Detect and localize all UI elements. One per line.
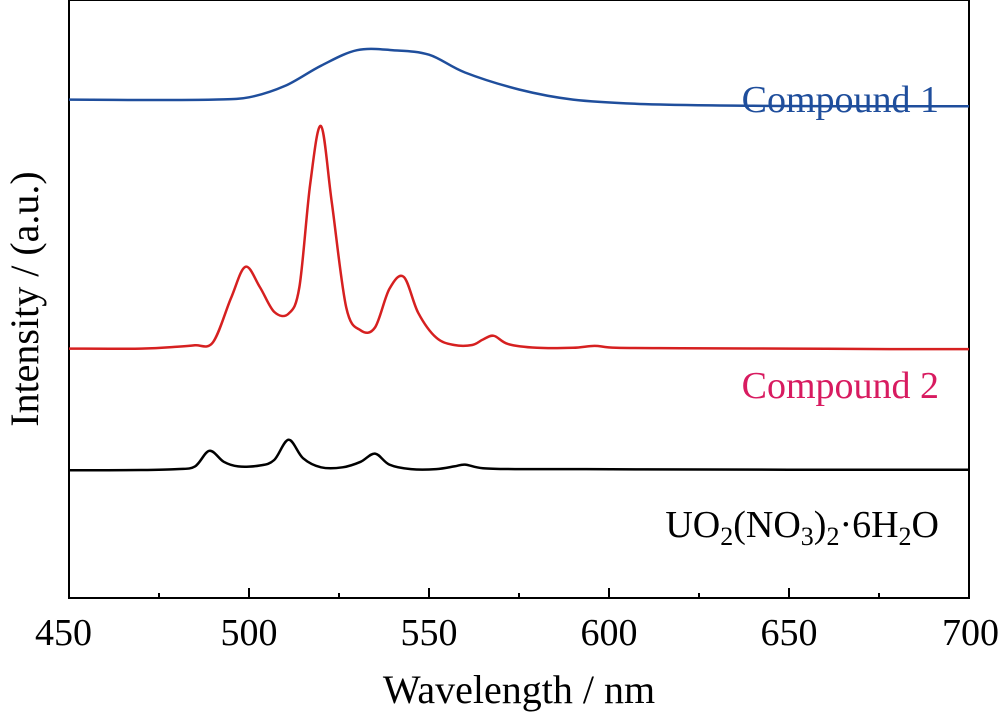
x-tick-label: 550 <box>401 612 458 654</box>
series-label-compound-2: Compound 2 <box>742 365 939 407</box>
x-tick-label: 600 <box>581 612 638 654</box>
series-layer <box>68 47 970 472</box>
x-tick-label: 700 <box>942 612 999 654</box>
x-tick-label: 500 <box>221 612 278 654</box>
series-labels: Compound 1 Compound 2 UO2(NO3)2·6H2O <box>665 79 939 551</box>
x-tick-label: 450 <box>35 612 92 654</box>
series-line-uranyl-nitrate <box>68 438 970 472</box>
series-label-compound-1: Compound 1 <box>742 79 939 121</box>
series-line-compound-1 <box>68 47 969 108</box>
x-axis-ticks: 450 500 550 600 650 700 <box>35 588 999 654</box>
series-label-uranyl-nitrate: UO2(NO3)2·6H2O <box>665 504 939 551</box>
series-line-compound-2 <box>68 124 969 351</box>
y-axis-title: Intensity / (a.u.) <box>2 171 47 427</box>
x-tick-label: 650 <box>761 612 818 654</box>
x-axis-title: Wavelength / nm <box>383 667 655 712</box>
